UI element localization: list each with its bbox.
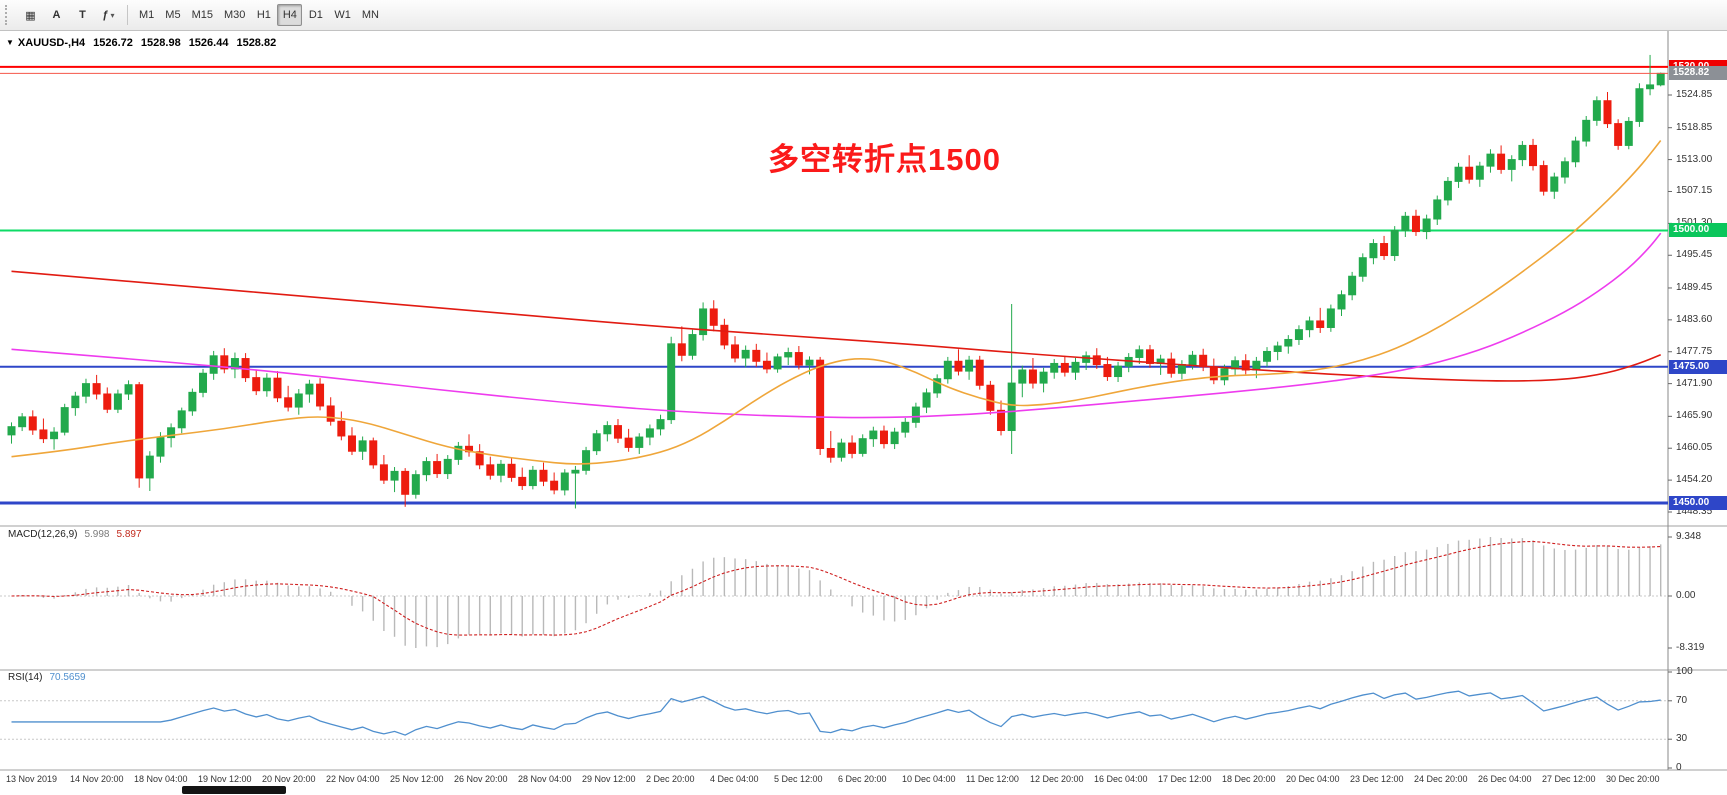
chevron-down-icon: ▾ bbox=[110, 10, 115, 20]
toolbar-separator bbox=[127, 5, 128, 25]
timeframe-mn-button[interactable]: MN bbox=[361, 9, 379, 21]
indicators-button[interactable]: ƒ ▾ bbox=[102, 9, 115, 21]
timeframe-h1-button[interactable]: H1 bbox=[256, 9, 271, 21]
timeframe-m30-button[interactable]: M30 bbox=[223, 9, 246, 21]
arrow-tool-button[interactable]: A bbox=[52, 9, 61, 21]
timeframe-m1-button[interactable]: M1 bbox=[139, 9, 155, 21]
timeframe-group: M1 M5 M15 M30 H1 H4 D1 W1 MN bbox=[134, 4, 384, 26]
timeframe-h4-button[interactable]: H4 bbox=[277, 4, 303, 26]
panel-splitter-rsi[interactable] bbox=[0, 668, 1727, 672]
timeframe-m15-button[interactable]: M15 bbox=[191, 9, 213, 21]
timeframe-d1-button[interactable]: D1 bbox=[308, 9, 323, 21]
toolbar-drag-handle[interactable] bbox=[5, 5, 13, 25]
chart-mode-button[interactable]: ▦ bbox=[25, 9, 36, 22]
panel-splitter-macd[interactable] bbox=[0, 524, 1727, 528]
timeframe-w1-button[interactable]: W1 bbox=[334, 9, 351, 21]
text-tool-button[interactable]: T bbox=[79, 9, 86, 21]
timeframe-m5-button[interactable]: M5 bbox=[165, 9, 181, 21]
